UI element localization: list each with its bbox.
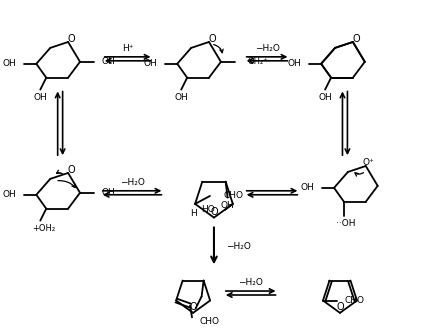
Text: −H₂O: −H₂O xyxy=(226,242,251,251)
Text: O: O xyxy=(210,207,218,217)
Text: OH: OH xyxy=(144,59,158,68)
Text: OH: OH xyxy=(288,59,301,68)
Text: ··OH: ··OH xyxy=(336,219,356,228)
Text: O: O xyxy=(67,165,75,175)
Text: CHO: CHO xyxy=(345,296,365,305)
Text: OH: OH xyxy=(102,188,116,197)
Text: OH: OH xyxy=(318,93,332,102)
Text: H: H xyxy=(190,209,196,218)
Text: −H₂O: −H₂O xyxy=(255,44,280,53)
Text: −H₂O: −H₂O xyxy=(120,178,145,187)
Text: CHO: CHO xyxy=(200,317,220,326)
Text: OH: OH xyxy=(102,57,116,66)
Text: OH: OH xyxy=(33,93,47,102)
Text: OH: OH xyxy=(3,190,17,199)
Text: +OH₂: +OH₂ xyxy=(32,224,55,233)
Text: OH₂⁺: OH₂⁺ xyxy=(248,57,268,66)
Text: O: O xyxy=(189,302,197,312)
Text: O: O xyxy=(208,34,216,44)
Text: O: O xyxy=(67,34,75,44)
Text: HO: HO xyxy=(201,205,215,214)
Text: CHO: CHO xyxy=(224,191,244,201)
Text: OH: OH xyxy=(300,183,314,192)
Text: OH: OH xyxy=(3,59,17,68)
Text: O⁺: O⁺ xyxy=(363,158,374,166)
Text: O: O xyxy=(336,302,344,312)
Text: −H₂O: −H₂O xyxy=(238,278,263,287)
Text: OH: OH xyxy=(221,201,235,210)
Text: O: O xyxy=(352,34,360,44)
Text: OH: OH xyxy=(174,93,188,102)
Text: H⁺: H⁺ xyxy=(122,44,134,53)
